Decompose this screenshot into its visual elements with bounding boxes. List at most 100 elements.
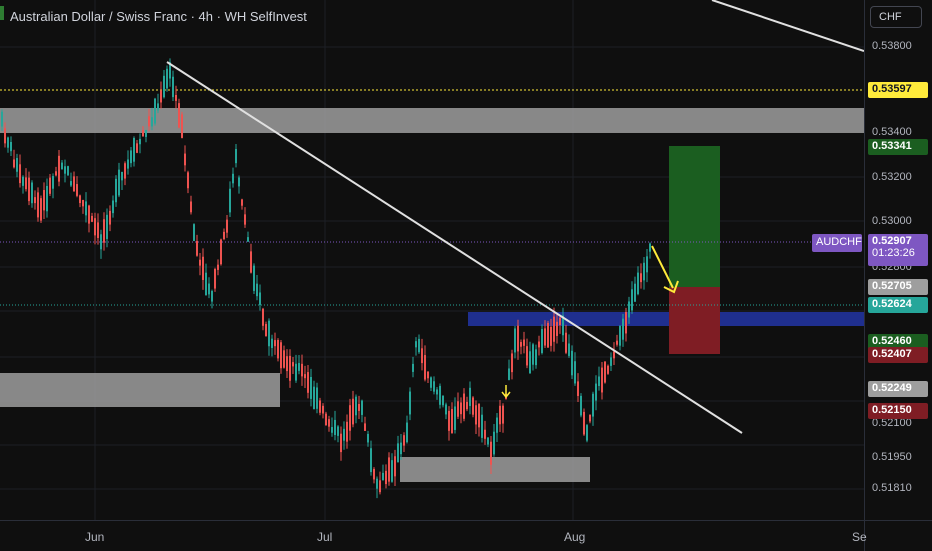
candle-body xyxy=(46,185,48,212)
candle-body xyxy=(313,386,315,410)
candle-body xyxy=(310,376,312,399)
candle-body xyxy=(244,214,246,225)
candle-body xyxy=(85,201,87,216)
candle-body xyxy=(403,435,405,446)
candle-body xyxy=(415,341,417,348)
candle-body xyxy=(448,410,450,431)
candle-body xyxy=(550,326,552,346)
candle-body xyxy=(253,265,255,291)
support-zone-left xyxy=(0,373,280,407)
candle-body xyxy=(25,177,27,190)
candle-body xyxy=(322,405,324,414)
candle-body xyxy=(295,363,297,381)
candle-body xyxy=(193,224,195,242)
candle-body xyxy=(52,176,54,189)
candle-body xyxy=(316,387,318,409)
candle-body xyxy=(502,405,504,424)
candle-body xyxy=(523,339,525,346)
candle-body xyxy=(127,159,129,169)
candle-body xyxy=(607,365,609,374)
candle-body xyxy=(148,116,150,127)
currency-button[interactable]: CHF xyxy=(870,6,922,28)
candle-body xyxy=(457,401,459,417)
candle-body xyxy=(250,251,252,273)
bar-countdown: 01:23:26 xyxy=(872,247,915,259)
candle-body xyxy=(40,198,42,221)
candle-body xyxy=(304,374,306,379)
candle-body xyxy=(286,356,288,372)
candle-body xyxy=(178,103,180,128)
candle-body xyxy=(94,218,96,236)
candle-body xyxy=(388,457,390,482)
candle-body xyxy=(118,169,120,196)
candle-body xyxy=(154,98,156,124)
price-tick: 0.53400 xyxy=(872,126,912,138)
candle-body xyxy=(514,328,516,353)
profit-zone xyxy=(669,146,720,287)
candle-body xyxy=(34,197,36,204)
candle-body xyxy=(226,219,228,233)
candle-body xyxy=(466,401,468,410)
candle-body xyxy=(190,201,192,213)
candle-body xyxy=(70,181,72,186)
candle-body xyxy=(580,395,582,416)
candle-body xyxy=(556,321,558,336)
candle-body xyxy=(280,342,282,369)
candle-body xyxy=(202,256,204,280)
yellow-level-label: 0.53597 xyxy=(868,82,928,98)
price-chart[interactable] xyxy=(0,0,864,520)
price-tick: 0.53000 xyxy=(872,215,912,227)
candle-body xyxy=(613,351,615,359)
candle-body xyxy=(109,210,111,225)
candle-body xyxy=(1,111,3,127)
candle-body xyxy=(538,341,540,348)
chart-area[interactable]: Australian Dollar / Swiss Franc · 4h · W… xyxy=(0,0,864,520)
candle-body xyxy=(166,68,168,89)
candle-body xyxy=(31,182,33,204)
candle-body xyxy=(142,130,144,137)
candle-body xyxy=(298,363,300,371)
time-label: Jun xyxy=(85,530,105,544)
candle-body xyxy=(358,403,360,411)
candle-body xyxy=(454,406,456,430)
candle-body xyxy=(616,340,618,345)
candle-body xyxy=(529,351,531,374)
candle-body xyxy=(268,320,270,347)
candle-body xyxy=(265,324,267,337)
candle-body xyxy=(400,442,402,455)
candle-body xyxy=(328,419,330,427)
candle-body xyxy=(88,205,90,224)
candle-body xyxy=(619,326,621,346)
candle-body xyxy=(625,311,627,334)
price-tick: 0.52100 xyxy=(872,417,912,429)
candle-body xyxy=(64,166,66,174)
candle-body xyxy=(262,308,264,326)
upper-trendline xyxy=(711,0,864,52)
candle-body xyxy=(4,128,6,144)
candle-body xyxy=(37,192,39,218)
candle-body xyxy=(544,328,546,346)
level-52150-label: 0.52150 xyxy=(868,403,928,419)
candle-body xyxy=(577,381,579,396)
candle-body xyxy=(241,199,243,206)
candle-body xyxy=(172,76,174,98)
candle-body xyxy=(106,214,108,239)
candle-body xyxy=(325,413,327,426)
candle-body xyxy=(592,393,594,417)
candle-body xyxy=(259,292,261,305)
current-price: 0.52907 xyxy=(872,235,912,247)
candle-body xyxy=(73,176,75,192)
candle-body xyxy=(565,332,567,353)
level-52249-label: 0.52249 xyxy=(868,381,928,397)
candle-body xyxy=(79,195,81,204)
stop-price-label: 0.52407 xyxy=(868,347,928,363)
candle-body xyxy=(247,237,249,242)
candle-body xyxy=(349,405,351,431)
candle-body xyxy=(220,239,222,265)
candle-body xyxy=(439,385,441,405)
candle-body xyxy=(160,90,162,103)
candle-body xyxy=(277,339,279,359)
candle-body xyxy=(496,417,498,433)
time-scale[interactable] xyxy=(0,520,864,551)
candle-body xyxy=(595,383,597,401)
